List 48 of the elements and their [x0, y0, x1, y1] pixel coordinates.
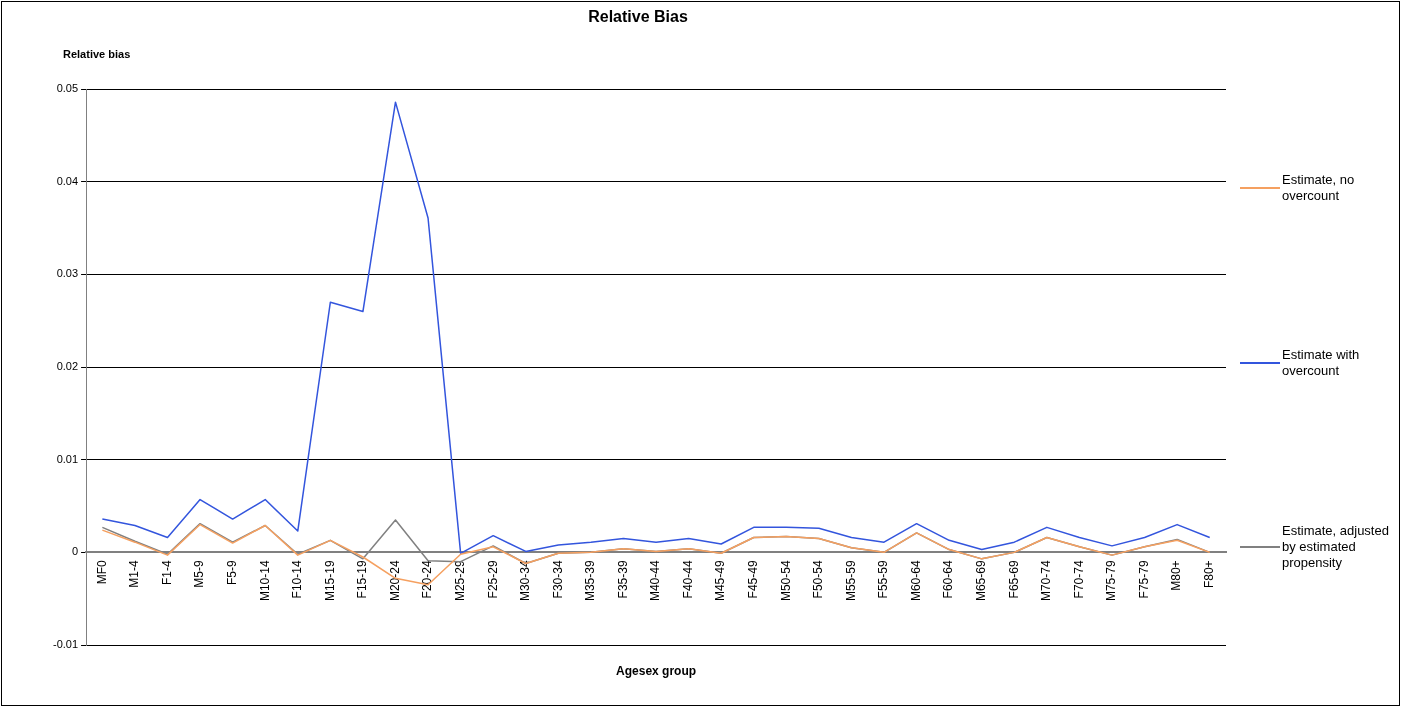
- x-tick-label: M50-54: [778, 560, 793, 602]
- x-tick-label: M1-4: [127, 560, 142, 588]
- x-tick-label: MF0: [94, 560, 109, 585]
- x-tick-label: M45-49: [713, 560, 728, 602]
- x-tick-label: F75-79: [1136, 560, 1151, 599]
- x-tick-label: F5-9: [224, 560, 239, 586]
- x-axis-title: Agesex group: [616, 664, 697, 678]
- x-tick-label: F1-4: [159, 560, 174, 586]
- x-tick-label: F30-34: [550, 560, 565, 599]
- x-tick-label: M55-59: [843, 560, 858, 602]
- x-tick-label: M5-9: [192, 560, 207, 588]
- x-tick-label: F80+: [1202, 560, 1217, 589]
- x-tick-label: F60-64: [941, 560, 956, 599]
- y-tick-label: 0.03: [56, 267, 79, 280]
- x-tick-label: F40-44: [680, 560, 695, 599]
- y-tick-label: 0.04: [56, 174, 79, 187]
- x-tick-label: F45-49: [746, 560, 761, 599]
- x-tick-label: M30-34: [518, 560, 533, 602]
- x-tick-label: F55-59: [876, 560, 891, 599]
- x-tick-label: M80+: [1169, 560, 1184, 591]
- x-tick-label: F50-54: [811, 560, 826, 599]
- x-tick-label: F35-39: [615, 560, 630, 599]
- x-tick-label: M60-64: [908, 560, 923, 602]
- y-tick-label: 0.01: [56, 452, 79, 465]
- x-tick-label: M25-29: [452, 560, 467, 602]
- y-tick-label: 0.02: [56, 360, 79, 373]
- legend-label: Estimate, no overcount: [1282, 171, 1356, 204]
- legend-label: Estimate with overcount: [1282, 347, 1361, 380]
- x-tick-label: M35-39: [583, 560, 598, 602]
- y-axis-title: Relative bias: [63, 48, 131, 60]
- y-tick-label: 0: [71, 545, 79, 558]
- x-tick-label: M70-74: [1039, 560, 1054, 602]
- legend-label: Estimate, adjusted by estimated propensity: [1282, 523, 1390, 572]
- y-tick-label: -0.01: [52, 638, 79, 651]
- x-tick-label: F70-74: [1071, 560, 1086, 599]
- x-tick-label: M15-19: [322, 560, 337, 602]
- x-tick-label: F10-14: [290, 560, 305, 599]
- x-tick-label: M65-69: [974, 560, 989, 602]
- x-tick-label: M10-14: [257, 560, 272, 602]
- x-tick-label: F65-69: [1006, 560, 1021, 599]
- x-tick-label: M40-44: [648, 560, 663, 602]
- chart-title: Relative Bias: [588, 8, 688, 26]
- x-tick-label: M75-79: [1104, 560, 1119, 602]
- x-tick-label: M20-24: [387, 560, 402, 602]
- x-tick-label: F25-29: [485, 560, 500, 599]
- x-tick-label: F20-24: [420, 560, 435, 599]
- x-tick-label: F15-19: [355, 560, 370, 599]
- y-tick-label: 0.05: [56, 82, 79, 95]
